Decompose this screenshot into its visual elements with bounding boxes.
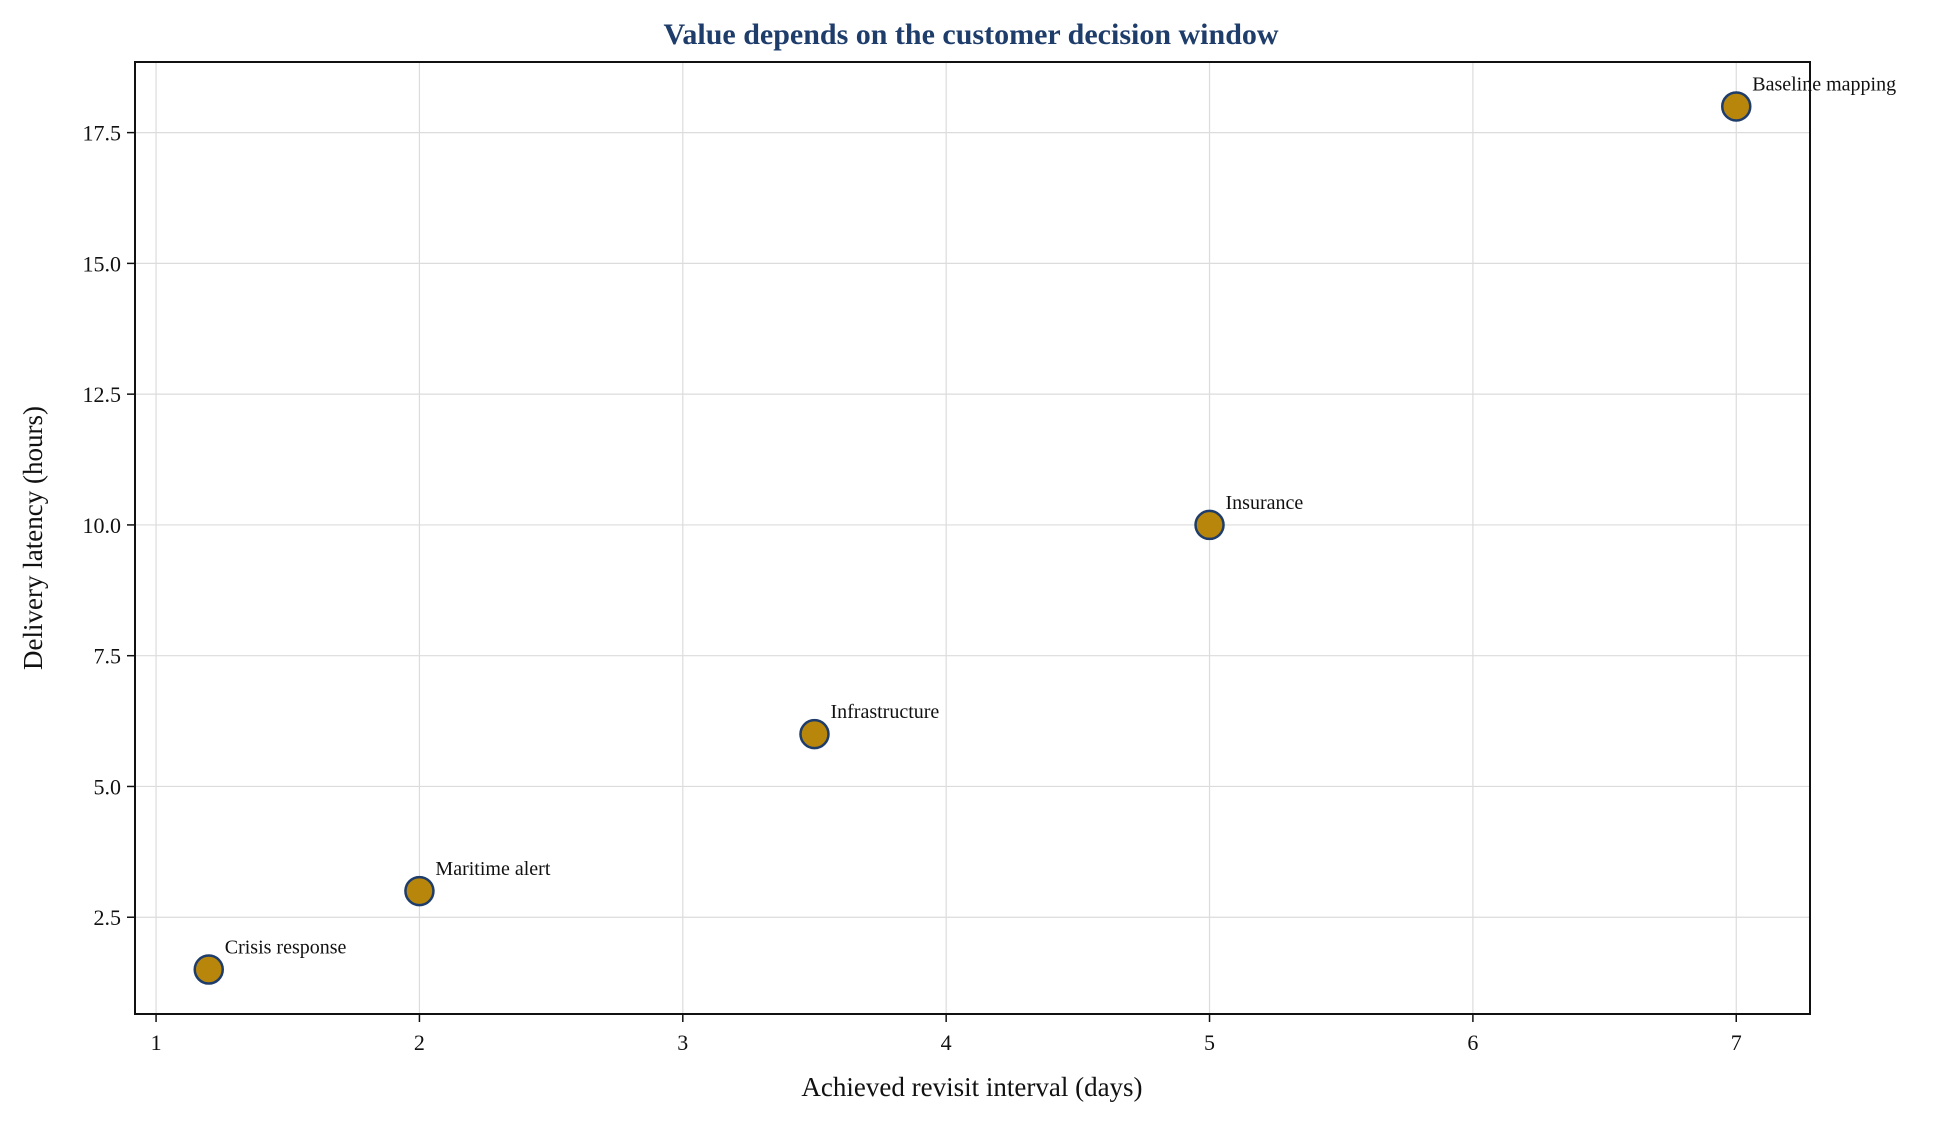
scatter-point — [799, 718, 830, 750]
scatter-point — [404, 875, 435, 907]
point-label: Crisis response — [225, 937, 347, 959]
tick-layer: 1 2 3 4 5 6 7 2.5 5.0 7.5 10.0 12.5 15.0 17.5 — [83, 121, 1742, 1055]
y-axis-label: Delivery latency (hours) — [18, 406, 48, 670]
x-tick-label: 1 — [151, 1030, 162, 1055]
point-label: Maritime alert — [435, 858, 550, 880]
x-tick-label: 4 — [941, 1030, 952, 1055]
scatter-point — [1194, 509, 1225, 541]
x-axis-label: Achieved revisit interval (days) — [801, 1072, 1142, 1102]
scatter-point — [193, 954, 224, 985]
y-tick-label: 12.5 — [83, 382, 122, 407]
scatter-point — [1721, 91, 1752, 122]
plot-frame — [134, 61, 1811, 1015]
y-tick-label: 5.0 — [94, 774, 122, 799]
y-tick-label: 2.5 — [94, 905, 122, 930]
x-tick-label: 3 — [677, 1030, 688, 1055]
x-tick-label: 2 — [414, 1030, 425, 1055]
chart-title: Value depends on the customer decision w… — [663, 18, 1278, 51]
x-tick-label: 5 — [1204, 1030, 1215, 1055]
x-tick-label: 7 — [1731, 1030, 1742, 1055]
point-label: Infrastructure — [830, 701, 939, 723]
y-tick-label: 7.5 — [94, 644, 122, 669]
point-layer: Crisis response Maritime alert Infrastruct… — [193, 73, 1896, 985]
point-label: Baseline mapping — [1752, 73, 1896, 95]
point-label: Insurance — [1226, 492, 1304, 514]
y-tick-label: 17.5 — [83, 121, 122, 146]
grid-layer — [135, 62, 1810, 1014]
y-tick-label: 10.0 — [83, 513, 122, 538]
y-tick-label: 15.0 — [83, 251, 122, 276]
x-tick-label: 6 — [1467, 1030, 1478, 1055]
